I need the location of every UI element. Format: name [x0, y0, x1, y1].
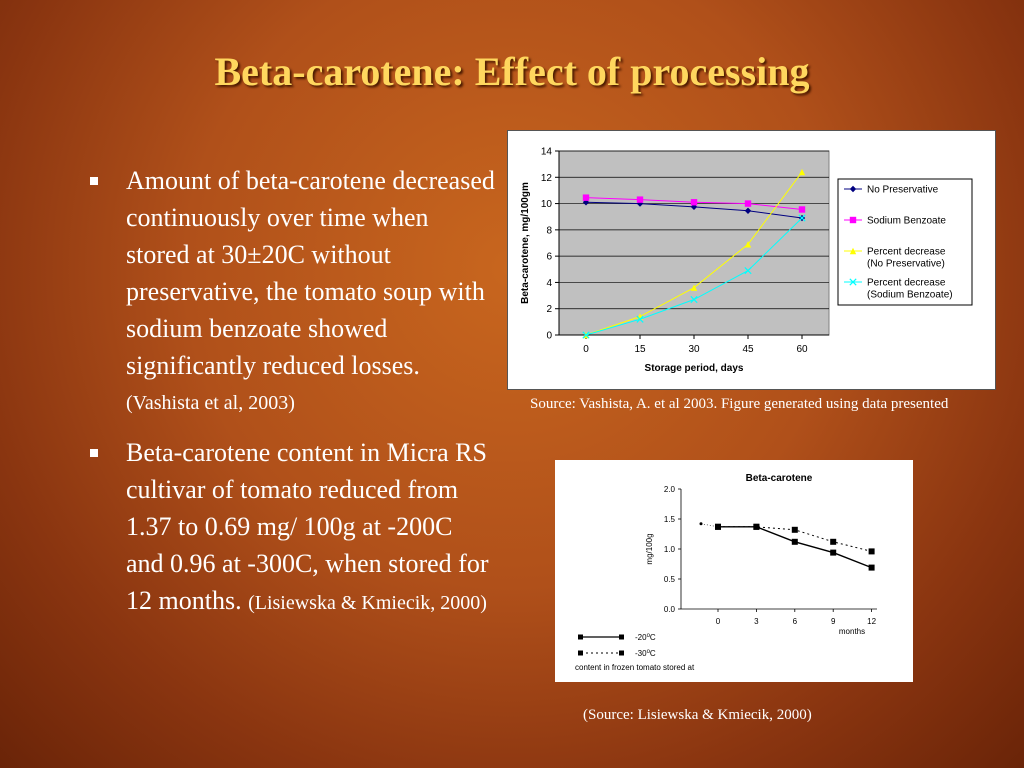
legend-marker	[619, 650, 624, 656]
data-point	[798, 206, 806, 213]
x-tick-label: 12	[867, 617, 876, 626]
source-caption-lisiewska: (Source: Lisiewska & Kmiecik, 2000)	[583, 707, 812, 723]
legend-marker	[578, 650, 583, 656]
bullet-citation: (Vashista et al, 2003)	[126, 392, 295, 414]
y-tick-label: 1.5	[664, 515, 676, 524]
chart-title: Beta-carotene	[746, 473, 813, 484]
data-point	[744, 200, 752, 207]
x-tick-label: 15	[634, 344, 646, 355]
bullet-item-vashista: Amount of beta-carotene decreased contin…	[86, 162, 496, 416]
data-point	[744, 266, 752, 275]
legend-label: -20oC	[635, 633, 656, 642]
data-point	[791, 526, 798, 533]
plot-area	[558, 150, 830, 336]
bullet-text: Amount of beta-carotene decreased contin…	[126, 166, 495, 380]
y-tick-label: 0	[546, 331, 552, 342]
bullet-text: Beta-carotene content in Micra RS cultiv…	[126, 438, 489, 615]
legend-box	[837, 178, 973, 306]
legend-marker	[849, 278, 857, 286]
chart-caption: content in frozen tomato stored at	[575, 663, 695, 672]
slide-title: Beta-carotene: Effect of processing	[214, 49, 810, 94]
legend-marker	[849, 185, 857, 193]
x-tick-label: 0	[583, 344, 589, 355]
y-tick-label: 2	[546, 304, 552, 315]
chart-storage-period: 0 2 4 6 8 10 12 14 0 15 30 45 60 Storage period, days…	[507, 130, 996, 390]
y-tick-label: 0.0	[664, 605, 676, 614]
legend-label: (No Preservative)	[867, 259, 945, 270]
bullet-list: Amount of beta-carotene decreased contin…	[86, 162, 496, 622]
x-tick-label: 9	[831, 617, 836, 626]
legend-marker	[849, 216, 857, 224]
data-point	[636, 196, 644, 203]
source-caption-vashista: Source: Vashista, A. et al 2003. Figure …	[530, 396, 949, 412]
legend-label: Percent decrease	[867, 247, 946, 258]
legend-marker	[578, 634, 583, 640]
x-tick-label: 30	[688, 344, 700, 355]
x-marker-stroke	[798, 214, 806, 222]
bullet-square-icon	[90, 177, 98, 185]
bullet-item-lisiewska: Beta-carotene content in Micra RS cultiv…	[86, 434, 496, 622]
y-tick-label: 2.0	[664, 485, 676, 494]
data-point	[582, 331, 590, 339]
y-tick-label: 14	[541, 147, 553, 158]
data-point	[791, 538, 798, 545]
data-point	[636, 315, 644, 323]
y-axis-label: mg/100g	[645, 533, 654, 564]
data-point	[798, 214, 806, 222]
x-marker-stroke	[744, 266, 752, 275]
legend-label: No Preservative	[867, 185, 939, 196]
data-point	[690, 284, 698, 291]
series-line	[718, 526, 872, 569]
y-tick-label: 0.5	[664, 575, 676, 584]
legend-label: -30oC	[635, 649, 656, 658]
legend-marker	[619, 634, 624, 640]
data-point	[715, 523, 721, 530]
x-tick-label: 60	[796, 344, 808, 355]
legend-label: Percent decrease	[867, 278, 946, 289]
data-point	[868, 548, 875, 555]
data-point	[830, 538, 837, 545]
legend: -20oC -30oC	[578, 633, 656, 658]
data-point	[798, 168, 806, 176]
data-point	[636, 200, 644, 207]
y-axis-label: Beta-carotene, mg/100gm	[520, 182, 531, 304]
data-point	[690, 203, 698, 211]
data-point	[744, 207, 752, 214]
x-marker-stroke	[582, 331, 590, 339]
y-tick-label: 12	[541, 173, 553, 184]
data-point	[690, 199, 698, 206]
x-marker-stroke	[636, 315, 644, 323]
data-point	[690, 295, 698, 304]
data-point	[744, 241, 752, 248]
x-axis-label: months	[839, 627, 865, 636]
data-point	[868, 564, 875, 571]
bullet-citation: (Lisiewska & Kmiecik, 2000)	[248, 592, 487, 614]
data-point	[830, 549, 837, 556]
data-point	[582, 194, 590, 201]
x-tick-label: 0	[716, 617, 721, 626]
y-tick-label: 8	[546, 225, 552, 236]
initial-point	[699, 522, 703, 526]
x-tick-label: 45	[742, 344, 754, 355]
legend-label: (Sodium Benzoate)	[867, 290, 953, 301]
chart-frozen-tomato: Beta-carotene 0.0 0.5 1.0 1.5 2.0 0 3 6 9 12 months…	[555, 460, 913, 682]
y-tick-label: 10	[541, 199, 553, 210]
x-axis-label: Storage period, days	[645, 363, 744, 374]
storage-chart-svg: 0 2 4 6 8 10 12 14 0 15 30 45 60 Storage period, days…	[520, 147, 973, 374]
legend: No Preservative Sodium Benzoate Percent de…	[837, 178, 973, 306]
legend-label: Sodium Benzoate	[867, 216, 946, 227]
y-tick-label: 6	[546, 252, 552, 263]
y-tick-label: 4	[546, 278, 552, 289]
x-tick-label: 6	[793, 617, 798, 626]
bullet-square-icon	[90, 449, 98, 457]
x-marker-stroke	[849, 278, 857, 286]
data-point	[753, 523, 760, 530]
x-marker-stroke	[690, 295, 698, 304]
legend-marker	[849, 247, 857, 255]
frozen-chart-svg: Beta-carotene 0.0 0.5 1.0 1.5 2.0 0 3 6 9 12months…	[575, 473, 877, 672]
y-tick-label: 1.0	[664, 545, 676, 554]
x-tick-label: 3	[754, 617, 759, 626]
